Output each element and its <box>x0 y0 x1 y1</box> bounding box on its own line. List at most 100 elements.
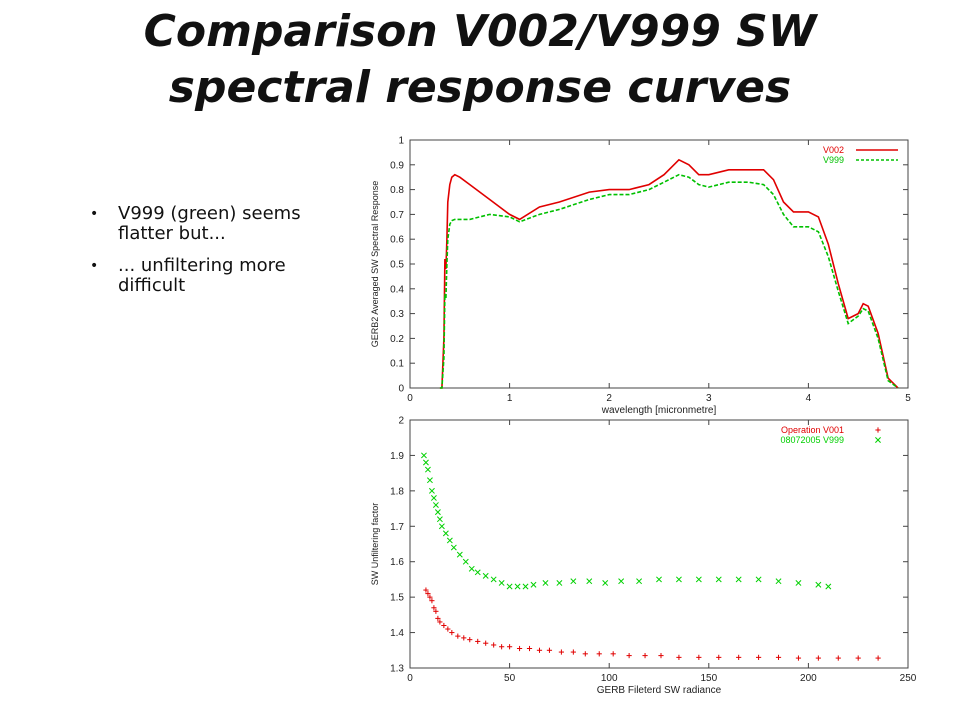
data-point <box>835 655 841 661</box>
data-point <box>582 651 588 657</box>
y-tick-label: 0.9 <box>390 160 404 171</box>
data-point <box>546 647 553 653</box>
data-point <box>455 633 461 639</box>
data-point <box>462 558 469 565</box>
data-point <box>695 576 702 583</box>
y-tick-label: 1 <box>398 136 404 147</box>
y-axis-label: SW Unfiltering factor <box>370 503 380 586</box>
data-point <box>506 583 513 590</box>
y-tick-label: 1.3 <box>390 664 404 675</box>
data-point <box>735 576 742 583</box>
data-point <box>461 635 467 641</box>
data-point <box>434 509 441 516</box>
bullet-dot: • <box>90 206 99 222</box>
data-point <box>756 654 762 660</box>
data-point <box>602 580 609 586</box>
data-point <box>425 591 431 597</box>
data-point <box>542 580 549 586</box>
data-point <box>446 537 453 544</box>
y-tick-label: 0.2 <box>390 334 404 345</box>
data-point <box>795 580 802 586</box>
x-tick-label: 100 <box>601 673 618 684</box>
data-point <box>431 605 437 611</box>
x-tick-label: 0 <box>407 673 413 684</box>
data-point <box>424 466 431 473</box>
data-point <box>438 523 445 530</box>
data-point <box>456 551 463 558</box>
data-point <box>429 598 435 604</box>
data-point <box>422 459 429 466</box>
x-tick-label: 3 <box>706 393 712 404</box>
data-point <box>815 581 822 588</box>
data-point <box>435 615 441 621</box>
x-tick-label: 5 <box>905 393 911 404</box>
y-tick-label: 1.7 <box>390 522 404 533</box>
spectral-response-chart: 0 0.1 0.2 0.3 0.4 0.5 0.6 0.7 0.8 0.9 1 0 1 2 3 4 5 wavel… <box>370 136 911 417</box>
data-point <box>423 587 429 593</box>
y-axis-label: GERB2 Averaged SW Spectral Response <box>370 181 380 347</box>
data-point <box>522 583 529 590</box>
data-point <box>468 565 475 572</box>
title-line-2: spectral response curves <box>168 62 792 113</box>
data-point <box>636 578 643 585</box>
data-point <box>516 645 523 652</box>
data-point <box>437 619 443 625</box>
y-tick-label: 1.8 <box>390 486 404 497</box>
data-point <box>450 544 457 551</box>
y-tick-label: 1.9 <box>390 451 404 462</box>
data-point <box>656 576 662 583</box>
data-point <box>420 452 427 459</box>
data-point <box>428 487 435 494</box>
bullet-item: • V999 (green) seems flatter but... <box>90 204 330 244</box>
data-point <box>536 647 543 653</box>
data-point <box>433 608 439 614</box>
data-point <box>432 502 439 508</box>
data-point <box>499 644 505 650</box>
x-tick-label: 50 <box>504 673 516 684</box>
data-point <box>795 655 802 661</box>
data-point <box>618 578 625 585</box>
y-tick-label: 0 <box>398 384 404 395</box>
y-tick-label: 0.1 <box>390 359 404 370</box>
data-point <box>430 494 437 501</box>
legend-marker <box>875 437 881 443</box>
series-line-v002 <box>439 158 899 389</box>
data-point <box>715 576 722 583</box>
x-tick-label: 200 <box>800 673 817 684</box>
data-point <box>875 655 881 661</box>
bullet-text: V999 (green) seems flatter but... <box>118 203 301 244</box>
x-axis-label: GERB Fileterd SW radiance <box>597 685 722 696</box>
unfiltering-factor-chart: 1.3 1.4 1.5 1.6 1.7 1.8 1.9 2 0 50 100 150 200 250 GER… <box>370 416 917 697</box>
y-tick-label: 1.4 <box>390 628 404 639</box>
data-point <box>716 654 722 660</box>
series-line-v999 <box>439 173 899 389</box>
data-point <box>658 653 664 659</box>
data-point <box>626 653 632 659</box>
data-point <box>467 637 473 643</box>
x-tick-label: 0 <box>407 393 413 404</box>
title-line-1: Comparison V002/V999 SW <box>143 6 817 57</box>
data-point <box>442 530 449 537</box>
y-tick-label: 0.3 <box>390 309 404 320</box>
y-tick-label: 1.5 <box>390 593 404 604</box>
data-point <box>586 578 593 585</box>
data-point <box>449 629 455 636</box>
data-point <box>696 654 702 660</box>
x-tick-label: 4 <box>806 393 812 404</box>
legend-label: 08072005 V999 <box>780 435 844 445</box>
data-point <box>610 651 616 657</box>
bullet-dot: • <box>90 258 99 274</box>
data-point <box>675 576 682 583</box>
data-point <box>475 638 481 645</box>
x-tick-label: 1 <box>507 393 513 404</box>
data-point <box>775 654 782 660</box>
y-tick-label: 0.7 <box>390 210 404 221</box>
data-point <box>498 580 505 586</box>
data-point <box>514 583 521 590</box>
data-point <box>570 578 577 585</box>
y-tick-label: 0.4 <box>390 284 404 295</box>
legend-marker <box>875 427 881 433</box>
plot-frame <box>409 419 909 669</box>
x-tick-label: 250 <box>900 673 917 684</box>
y-tick-label: 0.6 <box>390 235 404 246</box>
